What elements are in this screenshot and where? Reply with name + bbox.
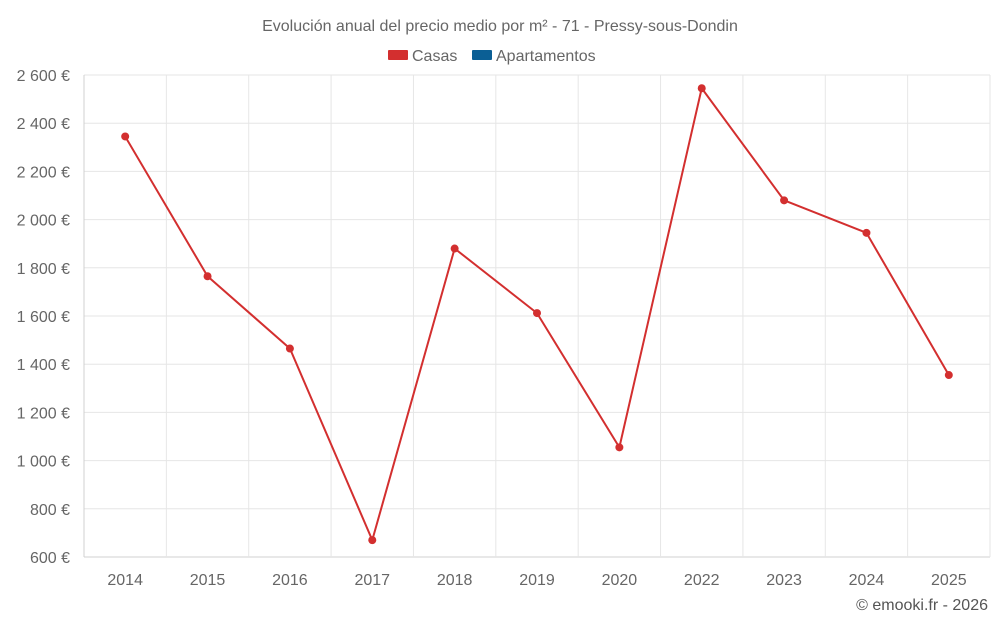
data-point-casas-2020[interactable]: [615, 443, 624, 452]
credit-text: © emooki.fr - 2026: [856, 597, 988, 614]
legend-swatch-apartamentos[interactable]: [472, 50, 492, 60]
chart-title: Evolución anual del precio medio por m² …: [262, 18, 738, 35]
y-tick-label: 2 200 €: [17, 164, 70, 181]
x-tick-label: 2016: [272, 572, 308, 589]
x-tick-label: 2019: [519, 572, 555, 589]
data-point-casas-2015[interactable]: [203, 272, 212, 281]
chart-legend: Casas Apartamentos: [388, 48, 596, 65]
data-point-casas-2017[interactable]: [368, 536, 377, 545]
y-tick-label: 1 600 €: [17, 309, 70, 326]
x-tick-label: 2025: [931, 572, 967, 589]
x-tick-label: 2023: [766, 572, 802, 589]
data-point-casas-2025[interactable]: [944, 371, 953, 380]
x-tick-label: 2014: [107, 572, 143, 589]
y-axis-ticks: 600 € 800 € 1 000 € 1 200 € 1 400 € 1 600 € 1 …: [17, 68, 70, 567]
x-tick-label: 2018: [437, 572, 473, 589]
y-tick-label: 1 000 €: [17, 454, 70, 471]
data-point-casas-2024[interactable]: [862, 228, 871, 237]
data-point-casas-2023[interactable]: [780, 196, 789, 205]
y-tick-label: 1 800 €: [17, 261, 70, 278]
y-tick-label: 800 €: [30, 502, 70, 519]
y-tick-label: 2 600 €: [17, 68, 70, 85]
x-tick-label: 2024: [849, 572, 885, 589]
y-tick-label: 2 400 €: [17, 116, 70, 133]
x-axis-ticks: 2014 2015 2016 2017 2018 2019 2020 2022 2023 2024…: [107, 572, 966, 589]
y-tick-label: 1 400 €: [17, 357, 70, 374]
data-point-casas-2022[interactable]: [697, 84, 706, 93]
data-point-casas-2016[interactable]: [285, 344, 294, 353]
y-tick-label: 600 €: [30, 550, 70, 567]
y-tick-label: 2 000 €: [17, 213, 70, 230]
x-tick-label: 2022: [684, 572, 720, 589]
chart-grid: [83, 74, 991, 558]
legend-label-casas[interactable]: Casas: [412, 48, 457, 65]
chart-series: [121, 84, 953, 545]
data-point-casas-2019[interactable]: [533, 309, 541, 318]
x-tick-label: 2017: [354, 572, 390, 589]
legend-label-apartamentos[interactable]: Apartamentos: [496, 48, 596, 65]
data-point-casas-2014[interactable]: [121, 132, 130, 141]
y-tick-label: 1 200 €: [17, 405, 70, 422]
x-tick-label: 2015: [190, 572, 226, 589]
x-tick-label: 2020: [602, 572, 638, 589]
data-point-casas-2018[interactable]: [450, 244, 459, 253]
legend-swatch-casas[interactable]: [388, 50, 408, 60]
